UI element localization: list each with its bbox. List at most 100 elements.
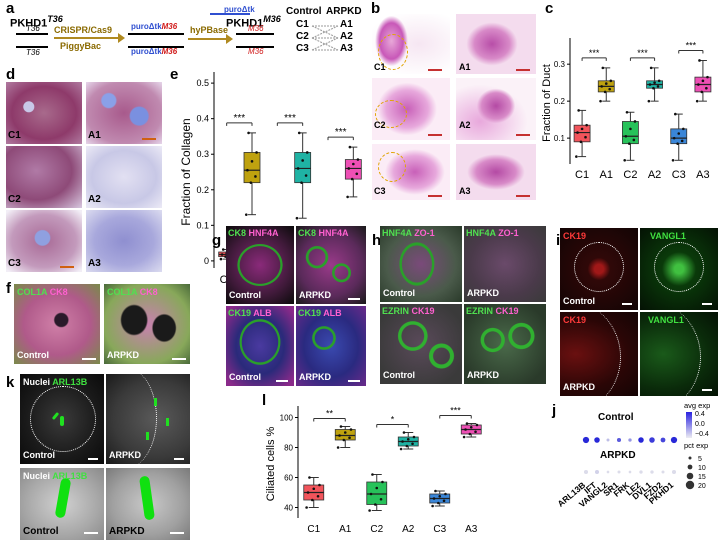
scale-bar [172, 358, 186, 360]
arrow-shaft [54, 37, 120, 39]
fluorescence-image: HNF4A ZO-1 ARPKD [464, 226, 546, 302]
data-point [624, 134, 628, 138]
data-point [697, 83, 700, 86]
row-label-arpkd: ARPKD [600, 450, 636, 461]
region-outline [378, 34, 408, 70]
data-point [438, 494, 442, 498]
panel-f-letter: f [6, 280, 11, 297]
data-point [246, 168, 249, 172]
scale-bar [82, 358, 96, 360]
scale-bar [276, 380, 288, 382]
cassette-label: puroΔtkM36 [131, 22, 178, 31]
box [243, 152, 261, 184]
data-point [244, 213, 248, 216]
y-tick-label: 0.3 [554, 60, 566, 69]
data-point [603, 90, 607, 94]
data-point [442, 499, 446, 503]
data-point [706, 75, 709, 79]
dot [650, 470, 654, 474]
fluorescence-image: CK8 HNF4A Control [226, 226, 294, 304]
legend-size-tick: 15 [698, 474, 706, 481]
data-point [647, 99, 651, 103]
allele-label: M36 [248, 47, 264, 56]
legend-size-title: pct exp [684, 441, 708, 450]
sample-label: C1 [374, 62, 386, 72]
stain-label: CK19 [563, 315, 587, 325]
histology-image: A3 [456, 144, 536, 200]
dot [582, 436, 590, 444]
data-point [311, 498, 314, 502]
data-point [474, 430, 477, 434]
data-point [632, 138, 636, 142]
fluorescence-image: ARPKD [106, 374, 190, 464]
stain-label: COL1A CK8 [107, 287, 158, 297]
x-tick-label: A3 [696, 169, 709, 181]
sample-label: A1 [459, 62, 471, 72]
removed-cassette-label: puroΔtk [224, 5, 255, 14]
data-point [698, 59, 701, 62]
data-point [633, 120, 637, 123]
data-point [465, 422, 469, 425]
scale-bar [170, 532, 184, 534]
y-tick-label: 0 [204, 256, 209, 266]
data-point [464, 428, 467, 431]
panel-k-letter: k [6, 374, 15, 391]
scale-bar [516, 195, 530, 197]
cilium [146, 432, 149, 440]
data-point [338, 434, 341, 437]
stain-label: Nuclei ARL13B [23, 471, 88, 481]
region-outline [654, 242, 704, 292]
data-point [601, 66, 605, 70]
chart-j: ControlARPKDARL13BIFTVANGL2SR1FRKLE2DVL1… [556, 401, 711, 509]
pair-arrows [311, 25, 339, 51]
box [294, 152, 312, 184]
sample-label: C2 [8, 194, 21, 205]
y-tick-label: 60 [284, 474, 293, 483]
data-point [468, 432, 472, 436]
data-point [705, 86, 708, 90]
arrow-head [226, 34, 233, 44]
data-point [371, 473, 374, 476]
data-point [700, 90, 704, 94]
crispr-label: CRISPR/Cas9 [54, 25, 113, 35]
condition-label: ARPKD [467, 288, 500, 298]
cilium [54, 477, 72, 519]
data-point [412, 435, 416, 439]
stain-label: EZRIN CK19 [382, 306, 435, 316]
data-point [625, 110, 629, 114]
scale-bar [142, 138, 156, 140]
histology-image: C3 [372, 144, 450, 200]
stain-label: HNF4A ZO-1 [466, 228, 519, 238]
data-point [405, 444, 409, 448]
sample-label: C1 [8, 130, 21, 141]
x-tick-label: A3 [465, 524, 478, 535]
panel-c-letter: c [545, 0, 554, 17]
region-outline [640, 312, 701, 396]
data-point [255, 151, 258, 154]
dot [661, 470, 665, 474]
data-point [575, 155, 578, 158]
arpkd-header: ARPKD [326, 6, 362, 17]
condition-label: ARPKD [299, 372, 332, 382]
legend-color-title: avg exp [684, 401, 710, 410]
stain-label: EZRIN CK19 [466, 306, 519, 316]
scale-bar [428, 134, 442, 136]
sample-label: A2 [459, 120, 471, 130]
data-point [671, 159, 675, 162]
y-tick-label: 0.2 [196, 185, 209, 195]
data-point [475, 423, 479, 427]
data-point [584, 135, 587, 139]
fluorescence-image: ARPKD [106, 468, 190, 540]
dot [594, 437, 600, 443]
scale-bar [702, 303, 712, 305]
y-tick-label: 100 [280, 414, 294, 423]
histology-image: C2 [372, 78, 450, 140]
scale-bar [702, 389, 712, 391]
data-point [648, 83, 652, 86]
condition-label: Control [563, 296, 595, 306]
cilium [166, 418, 169, 426]
data-point [676, 142, 679, 145]
dot [670, 436, 678, 444]
data-point [585, 123, 588, 127]
